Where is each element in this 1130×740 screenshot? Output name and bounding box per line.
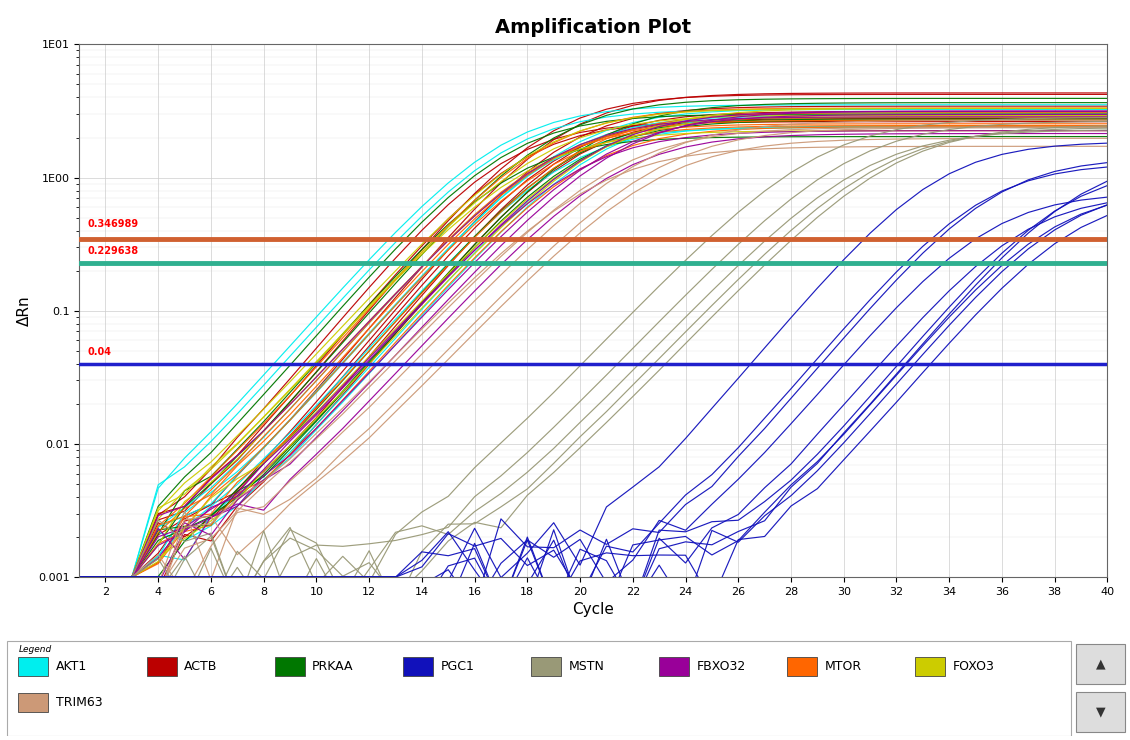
Title: Amplification Plot: Amplification Plot xyxy=(495,18,692,37)
Text: ▼: ▼ xyxy=(1096,706,1105,719)
FancyBboxPatch shape xyxy=(1076,692,1125,733)
Y-axis label: ΔRn: ΔRn xyxy=(17,295,32,326)
Text: 0.04: 0.04 xyxy=(87,347,111,357)
Bar xyxy=(18,657,49,676)
Bar xyxy=(531,657,560,676)
Text: ▲: ▲ xyxy=(1096,658,1105,670)
Text: MTOR: MTOR xyxy=(825,660,862,673)
X-axis label: Cycle: Cycle xyxy=(572,602,615,617)
Bar xyxy=(18,693,49,712)
Text: FBXO32: FBXO32 xyxy=(696,660,746,673)
Bar xyxy=(275,657,305,676)
FancyBboxPatch shape xyxy=(1076,644,1125,684)
Text: ACTB: ACTB xyxy=(184,660,217,673)
Bar xyxy=(659,657,689,676)
Text: AKT1: AKT1 xyxy=(55,660,87,673)
Text: 0.346989: 0.346989 xyxy=(87,219,138,229)
Text: MSTN: MSTN xyxy=(568,660,605,673)
Text: FOXO3: FOXO3 xyxy=(953,660,994,673)
Bar xyxy=(147,657,176,676)
Bar xyxy=(403,657,433,676)
Text: TRIM63: TRIM63 xyxy=(55,696,103,709)
FancyBboxPatch shape xyxy=(7,641,1071,736)
Text: 0.229638: 0.229638 xyxy=(87,246,138,256)
Bar xyxy=(788,657,817,676)
Text: Legend: Legend xyxy=(18,645,52,654)
Text: PRKAA: PRKAA xyxy=(312,660,354,673)
Text: PGC1: PGC1 xyxy=(441,660,475,673)
Bar xyxy=(915,657,946,676)
